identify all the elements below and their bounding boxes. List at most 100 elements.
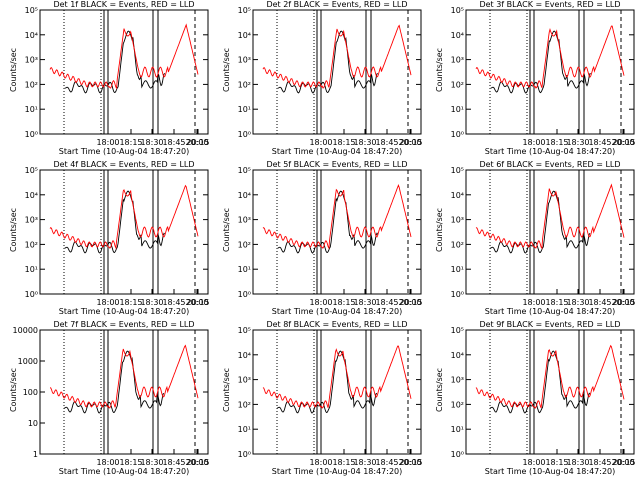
y-tick-label: 10¹ [451,425,464,434]
lld-series-line [262,184,412,250]
y-tick-label: 10⁰ [238,450,251,459]
x-tick-label: 18:00 [96,458,119,467]
y-axis-label: Counts/sec [222,368,231,412]
y-axis-label: Counts/sec [9,368,18,412]
events-series-line [489,350,591,414]
y-tick-label: 10⁴ [25,191,38,200]
y-tick-label: 10⁴ [451,191,464,200]
y-tick-label: 10⁴ [451,31,464,40]
x-tick-label: 20:15 [186,458,209,467]
x-tick-label: 18:30 [140,298,163,307]
panel-title: Det 2f BLACK = Events, RED = LLD [266,0,407,9]
x-axis-label: Start Time (10-Aug-04 18:47:20) [59,147,190,156]
detector-panel: Det 5f BLACK = Events, RED = LLD 10⁰ 10¹ 10… [222,160,423,316]
lld-series-line [49,184,199,250]
y-axis-label: Counts/sec [435,48,444,92]
x-tick-label: 18:30 [140,138,163,147]
events-series-line [277,30,378,94]
y-tick-label: 10⁵ [451,6,464,15]
y-tick-label: 10⁰ [25,290,38,299]
lld-series-line [49,23,199,90]
plot-frame [39,169,209,295]
x-tick-label: 18:15 [545,458,568,467]
y-tick-label: 10⁰ [451,130,464,139]
x-tick-label: 18:30 [566,138,589,147]
x-axis-label: Start Time (10-Aug-04 18:47:20) [485,307,616,316]
detector-panel: Det 2f BLACK = Events, RED = LLD 10⁰ 10¹ 10… [222,0,423,156]
x-tick-label: 20:00 [185,458,208,467]
events-series-line [64,30,166,94]
y-tick-label: 10¹ [25,105,38,114]
y-tick-label: 10⁴ [451,351,464,360]
x-tick-label: 18:00 [309,138,332,147]
y-tick-label: 10¹ [451,105,464,114]
x-tick-label: 18:15 [119,298,142,307]
panel-title: Det 5f BLACK = Events, RED = LLD [266,160,407,169]
plot-frame [465,329,635,455]
y-tick-label: 10⁰ [451,290,464,299]
x-axis-label: Start Time (10-Aug-04 18:47:20) [485,147,616,156]
panel-title: Det 1f BLACK = Events, RED = LLD [53,0,194,9]
y-tick-label: 10⁵ [238,326,251,335]
x-tick-label: 18:15 [119,138,142,147]
y-tick-label: 10² [25,240,38,249]
x-tick-label: 18:45 [162,138,185,147]
x-tick-label: 20:15 [399,458,422,467]
x-tick-label: 18:30 [140,458,163,467]
x-tick-label: 18:45 [375,138,398,147]
y-tick-label: 10⁵ [25,6,38,15]
x-tick-label: 18:15 [119,458,142,467]
panel-title: Det 6f BLACK = Events, RED = LLD [479,160,620,169]
x-tick-label: 20:00 [185,298,208,307]
x-tick-label: 20:15 [399,298,422,307]
x-tick-label: 18:45 [588,138,611,147]
x-tick-label: 18:45 [375,458,398,467]
x-tick-label: 20:00 [398,458,421,467]
panel-title: Det 4f BLACK = Events, RED = LLD [53,160,194,169]
x-tick-label: 20:15 [612,298,635,307]
events-series-line [490,30,591,94]
lld-series-line [475,25,625,89]
x-tick-label: 18:30 [353,138,376,147]
y-tick-label: 10⁴ [238,351,251,360]
y-tick-label: 10⁴ [238,31,251,40]
x-tick-label: 18:45 [162,298,185,307]
x-tick-label: 18:00 [522,138,545,147]
lld-series-line [50,344,199,409]
x-tick-label: 18:45 [162,458,185,467]
y-tick-label: 1 [33,450,38,459]
y-tick-label: 10⁰ [238,130,251,139]
y-tick-label: 1000 [18,357,38,366]
y-axis-label: Counts/sec [9,208,18,252]
lld-series-line [475,183,625,250]
x-tick-label: 18:00 [96,138,119,147]
x-tick-label: 20:00 [185,138,208,147]
y-tick-label: 10¹ [25,265,38,274]
events-series-line [490,190,591,254]
detector-panel: Det 1f BLACK = Events, RED = LLD 10⁰ 10¹ 10… [9,0,210,156]
y-tick-label: 10² [238,240,251,249]
plot-frame [252,169,422,295]
x-tick-label: 20:00 [611,298,634,307]
y-tick-label: 10² [238,80,251,89]
x-tick-label: 20:15 [186,298,209,307]
x-tick-label: 18:00 [309,458,332,467]
plot-frame [465,9,635,135]
x-tick-label: 20:15 [612,458,635,467]
events-series-line [63,350,165,414]
y-axis-label: Counts/sec [435,208,444,252]
y-tick-label: 10² [451,80,464,89]
x-tick-label: 18:00 [522,458,545,467]
y-tick-label: 10³ [238,216,251,225]
x-axis-label: Start Time (10-Aug-04 18:47:20) [485,467,616,476]
detector-panel: Det 9f BLACK = Events, RED = LLD 10⁰ 10¹ 10… [435,320,636,476]
x-tick-label: 18:00 [96,298,119,307]
x-tick-label: 20:00 [611,138,634,147]
x-tick-label: 18:00 [309,298,332,307]
x-tick-label: 18:15 [545,298,568,307]
y-axis-label: Counts/sec [222,48,231,92]
y-tick-label: 10⁴ [238,191,251,200]
x-tick-label: 20:00 [611,458,634,467]
y-axis-label: Counts/sec [435,368,444,412]
